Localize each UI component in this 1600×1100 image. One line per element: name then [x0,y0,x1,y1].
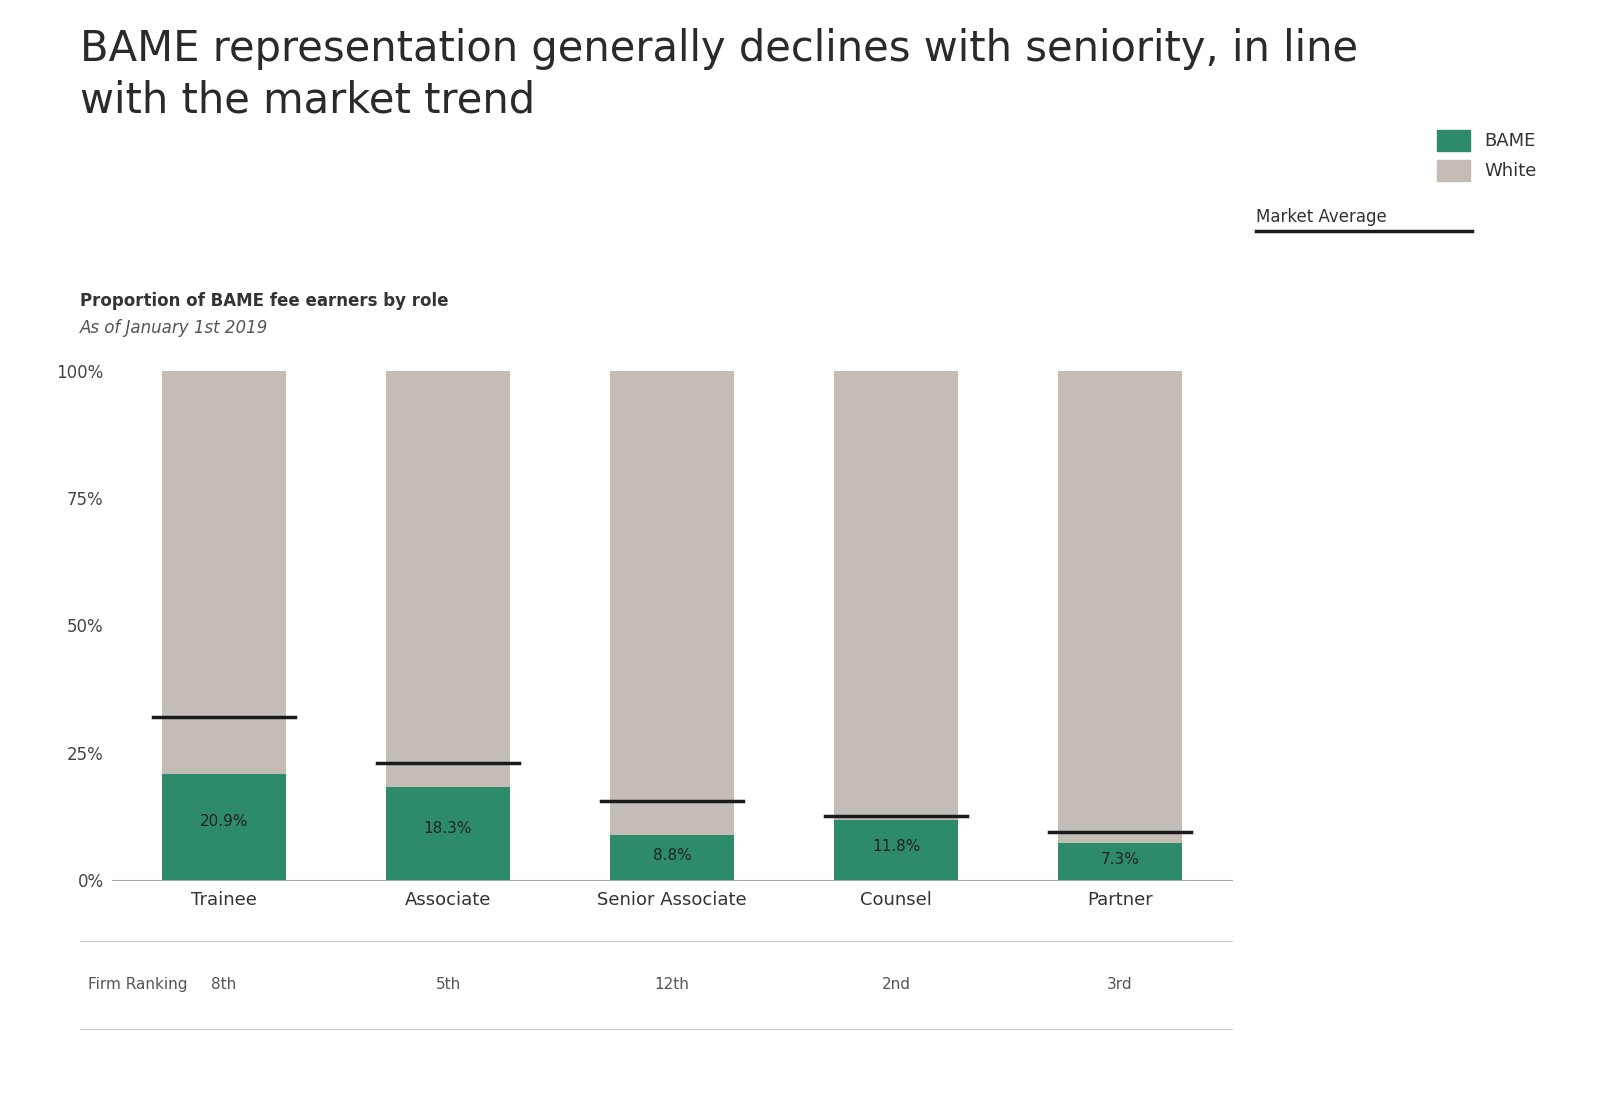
Text: Market Average: Market Average [1256,208,1387,226]
Bar [1059,371,1181,843]
Bar [835,820,957,880]
Bar [835,371,957,820]
Text: As of January 1st 2019: As of January 1st 2019 [80,319,269,337]
Bar [387,371,509,786]
Legend: BAME, White: BAME, White [1437,130,1536,180]
Text: 7.3%: 7.3% [1101,852,1139,867]
Text: 3rd: 3rd [1107,977,1133,992]
Text: Firm Ranking: Firm Ranking [88,977,187,992]
Text: BAME representation generally declines with seniority, in line
with the market t: BAME representation generally declines w… [80,28,1358,121]
Text: 8.8%: 8.8% [653,848,691,862]
Text: 20.9%: 20.9% [200,814,248,829]
Bar [1059,843,1181,880]
Bar [163,773,286,880]
Bar [163,371,286,773]
Bar [387,786,509,880]
Bar [611,371,734,835]
Text: 8th: 8th [211,977,237,992]
Text: 18.3%: 18.3% [424,822,472,836]
Text: 2nd: 2nd [882,977,910,992]
Bar [611,835,734,880]
Text: Proportion of BAME fee earners by role: Proportion of BAME fee earners by role [80,292,448,309]
Text: 12th: 12th [654,977,690,992]
Text: 5th: 5th [435,977,461,992]
Text: 11.8%: 11.8% [872,839,920,855]
